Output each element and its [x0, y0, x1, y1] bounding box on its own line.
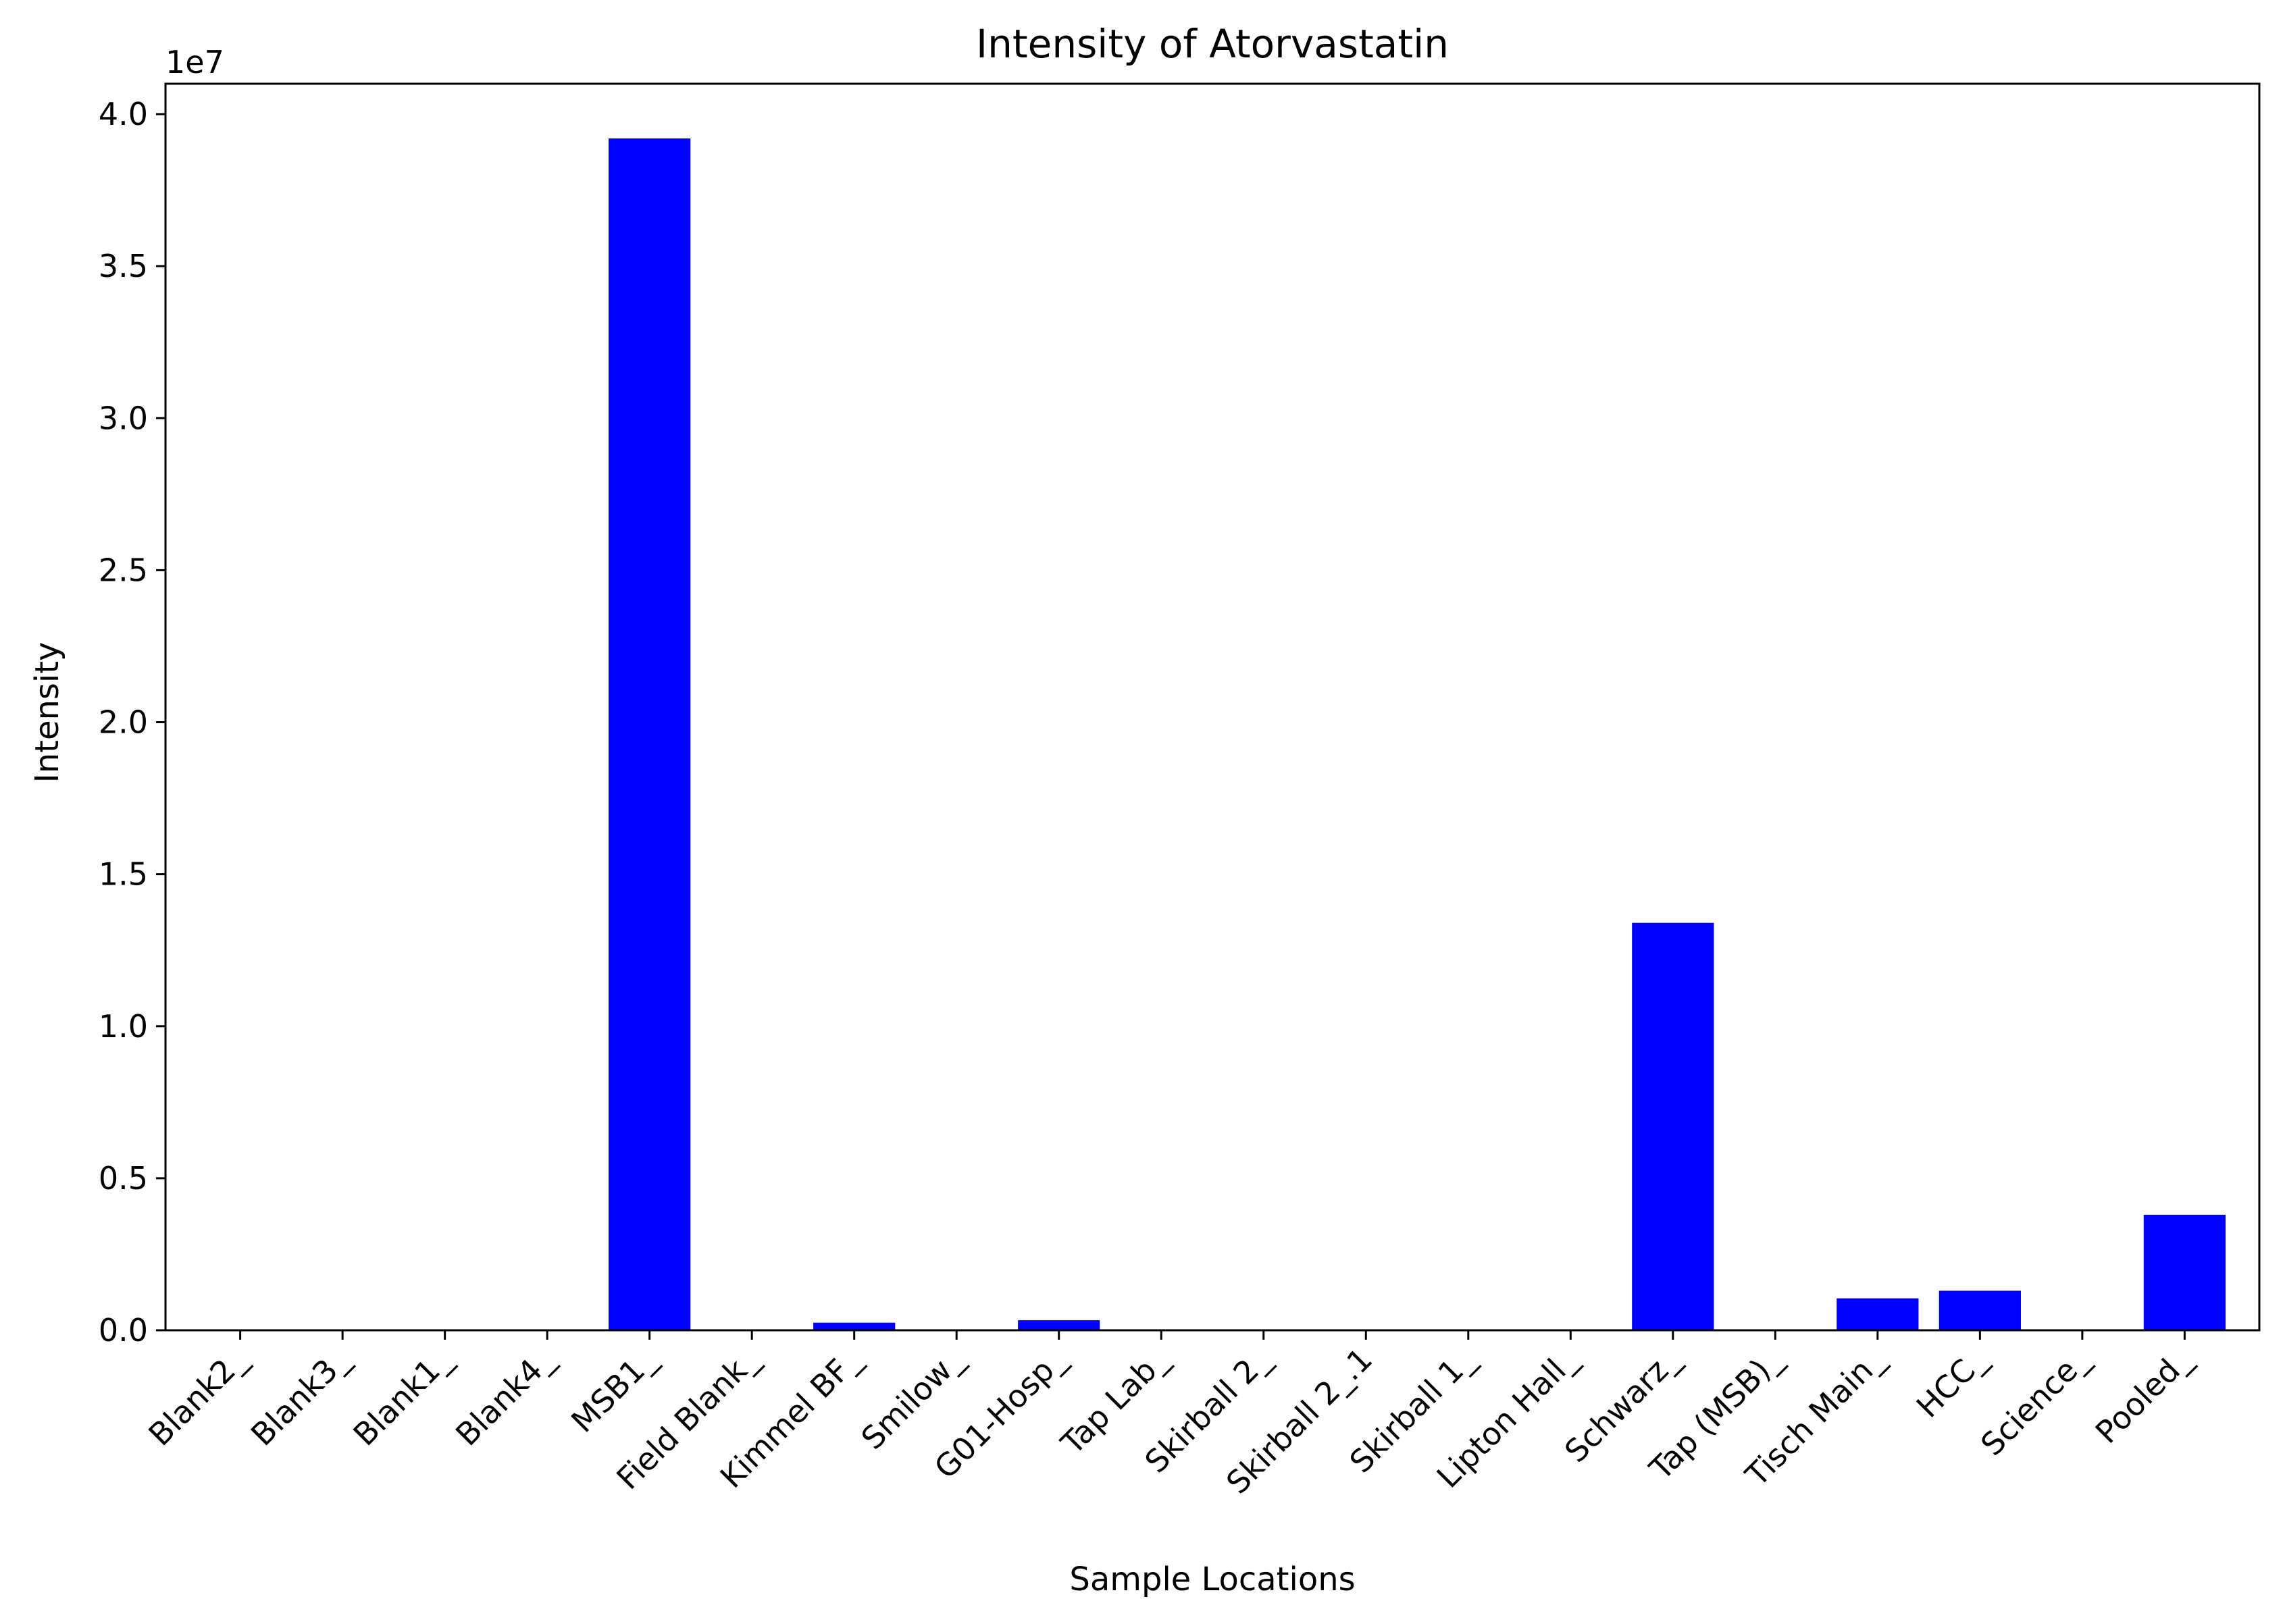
bar-8	[1018, 1320, 1100, 1330]
x-axis-ticks: Blank2_Blank3_Blank1_Blank4_ MSB1_Field B…	[142, 1330, 2199, 1501]
chart-title: Intensity of Atorvastatin	[976, 21, 1449, 67]
y-tick-label-1: 0.5	[99, 1160, 148, 1197]
y-axis-offset-label: 1e7	[165, 44, 224, 80]
x-tick-label-18: Science_	[1974, 1340, 2096, 1463]
y-axis-label: Intensity	[28, 642, 66, 783]
y-tick-label-4: 2.0	[99, 704, 148, 741]
y-tick-label-3: 1.5	[99, 856, 148, 893]
y-tick-label-7: 3.5	[99, 248, 148, 284]
y-axis-ticks: 0.0 0.5 1.0 1.5 2.0 2.5 3.0 3.5 4.0	[99, 96, 165, 1348]
y-tick-label-2: 1.0	[99, 1008, 148, 1045]
bars-group	[609, 138, 2226, 1330]
bar-16	[1837, 1298, 1919, 1330]
y-tick-label-8: 4.0	[99, 96, 148, 132]
y-tick-label-6: 3.0	[99, 400, 148, 436]
bar-14	[1632, 922, 1714, 1330]
bar-17	[1939, 1290, 2021, 1330]
x-tick-label-0: Blank2_	[142, 1340, 255, 1453]
bar-4	[609, 138, 691, 1330]
x-tick-label-3: Blank4_	[448, 1340, 561, 1453]
bar-19	[2143, 1214, 2226, 1330]
bar-6	[813, 1322, 896, 1330]
y-tick-label-5: 2.5	[99, 552, 148, 588]
y-tick-label-0: 0.0	[99, 1312, 148, 1348]
x-axis-label: Sample Locations	[1069, 1561, 1355, 1598]
x-tick-label-4: MSB1_	[564, 1340, 663, 1440]
x-tick-label-2: Blank1_	[346, 1340, 459, 1453]
x-tick-label-19: Pooled_	[2088, 1340, 2199, 1450]
x-tick-label-17: HCC_	[1909, 1340, 1994, 1425]
x-tick-label-1: Blank3_	[244, 1340, 357, 1453]
plot-area-frame	[164, 82, 2261, 1332]
